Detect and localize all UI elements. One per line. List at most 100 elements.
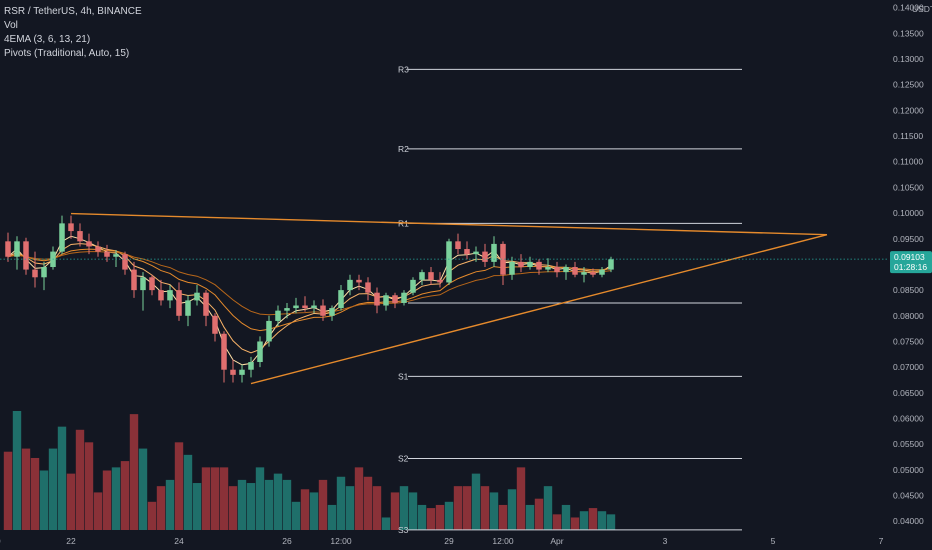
candlesticks [5, 215, 614, 383]
last-price-tag: 0.09103 01:28:16 [890, 251, 932, 274]
volume-bar [93, 492, 103, 530]
candle-body [509, 261, 515, 275]
volume-bar [453, 486, 463, 530]
volume-bar [354, 467, 364, 530]
volume-bar [147, 501, 157, 530]
candle-body [401, 292, 407, 303]
volume-bar [102, 470, 112, 530]
volume-bar [597, 511, 607, 530]
candle-body [149, 277, 155, 291]
last-price-tag-bg [890, 251, 932, 274]
volume-bar [498, 504, 508, 530]
candle-body [572, 267, 578, 275]
volume-bar [12, 411, 22, 530]
candle-body [32, 269, 38, 278]
volume-bar [426, 508, 436, 530]
volume-bar [552, 514, 562, 530]
volume-bar [210, 467, 220, 530]
candle-body [23, 241, 29, 270]
volume-bar [48, 448, 58, 530]
volume-bar [111, 467, 121, 530]
candle-body [176, 290, 182, 316]
candle-body [122, 254, 128, 270]
currency-label: USDT [912, 4, 932, 14]
candle-body [338, 290, 344, 309]
volume-bar [525, 504, 535, 530]
volume-bar [237, 479, 247, 530]
price-tick-label: 0.07000 [893, 362, 924, 372]
candle-body [455, 241, 461, 250]
volume-bar [174, 442, 184, 530]
candle-body [194, 292, 200, 301]
candle-body [59, 223, 65, 252]
candle-body [374, 292, 380, 306]
volume-bar [570, 517, 580, 530]
candle-body [185, 300, 191, 316]
volume-bar [291, 501, 301, 530]
volume-bar [480, 486, 490, 530]
volume-indicator-label[interactable]: Vol [4, 20, 18, 31]
volume-bar [516, 467, 526, 530]
volume-bar [534, 498, 544, 530]
candle-body [563, 267, 569, 273]
volume-bar [345, 486, 355, 530]
candle-body [257, 341, 263, 363]
symbol-title[interactable]: RSR / TetherUS, 4h, BINANCE [4, 6, 142, 17]
price-tick-label: 0.10000 [893, 208, 924, 218]
volume-bar [66, 473, 76, 530]
candle-body [473, 251, 479, 255]
candle-body [167, 290, 173, 301]
trendline[interactable] [70, 212, 828, 236]
trendlines[interactable] [70, 212, 828, 385]
price-tick-label: 0.06500 [893, 388, 924, 398]
candle-body [221, 333, 227, 370]
candle-body [518, 261, 524, 268]
candle-body [392, 295, 398, 303]
volume-bar [273, 473, 283, 530]
price-tick-label: 0.09500 [893, 234, 924, 244]
candle-body [590, 272, 596, 275]
price-axis[interactable]: 0.14000 0.13500 0.13000 0.12500 0.12000 0.115… [893, 3, 932, 526]
price-tick-label: 0.07500 [893, 336, 924, 346]
time-axis[interactable]: 12:00 22 24 26 12:00 29 12:00 Apr 3 5 7 [0, 536, 884, 546]
time-tick-label: 24 [174, 536, 184, 546]
candle-body [284, 308, 290, 311]
candle-body [77, 231, 83, 242]
candle-body [239, 369, 245, 375]
price-tick-label: 0.13000 [893, 54, 924, 64]
volume-bar [417, 504, 427, 530]
candle-body [545, 267, 551, 270]
trendline[interactable] [250, 233, 828, 385]
pivot-label: S3 [398, 525, 409, 535]
candle-body [248, 362, 254, 370]
candle-body [428, 272, 434, 280]
time-tick-label: 3 [663, 536, 668, 546]
candle-body [104, 251, 110, 257]
price-tick-label: 0.14000 [893, 3, 924, 13]
volume-bar [165, 479, 175, 530]
time-tick-label: 22 [66, 536, 76, 546]
pivots-indicator-label[interactable]: Pivots (Traditional, Auto, 15) [4, 48, 130, 59]
price-tick-label: 0.12000 [893, 105, 924, 115]
price-tick-label: 0.06000 [893, 413, 924, 423]
candle-body [365, 282, 371, 293]
price-tick-label: 0.04500 [893, 491, 924, 501]
candle-body [203, 292, 209, 316]
volume-bar [327, 504, 337, 530]
volume-bar [336, 476, 346, 530]
candle-body [329, 308, 335, 316]
price-tick-label: 0.08000 [893, 311, 924, 321]
volume-bar [282, 479, 292, 530]
candle-body [41, 267, 47, 278]
volume-bar [471, 473, 481, 530]
volume-bar [489, 492, 499, 530]
price-tick-label: 0.11500 [893, 131, 923, 141]
ema-indicator-label[interactable]: 4EMA (3, 6, 13, 21) [4, 34, 91, 45]
price-tick-label: 0.05000 [893, 465, 924, 475]
candle-body [500, 243, 506, 275]
volume-histogram [3, 411, 616, 530]
price-tick-label: 0.04000 [893, 516, 924, 526]
volume-bar [435, 504, 445, 530]
time-tick-label: 26 [282, 536, 292, 546]
